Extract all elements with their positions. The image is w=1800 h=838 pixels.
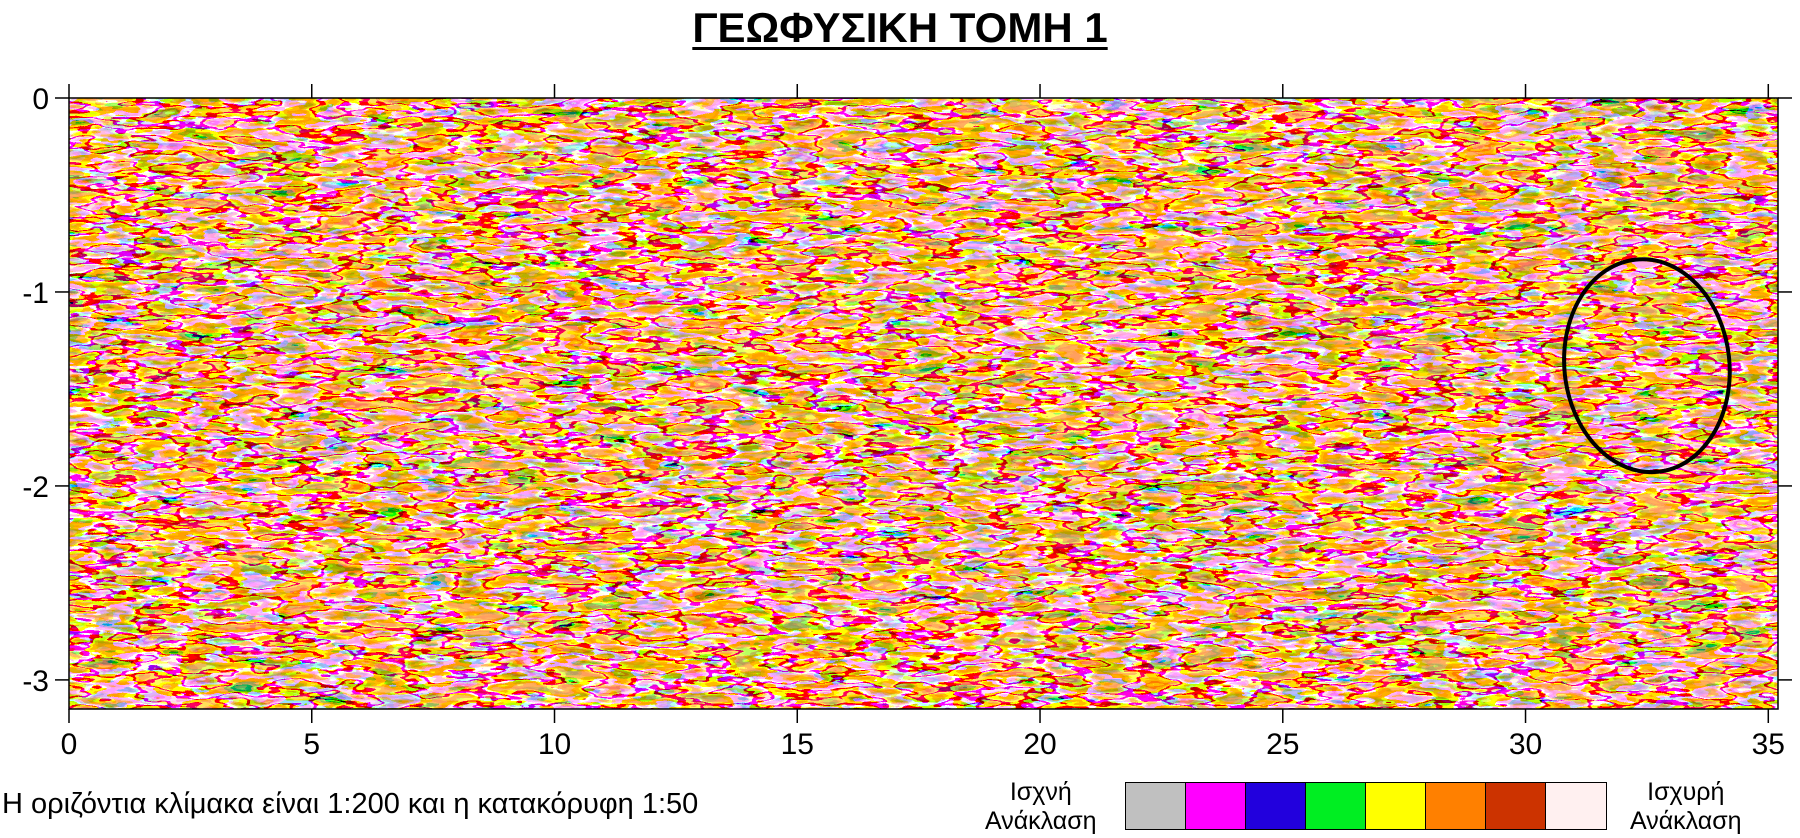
chart-title: ΓΕΩΦΥΣΙΚΗ ΤΟΜΗ 1	[692, 4, 1108, 51]
x-tick-label: 25	[1266, 728, 1299, 761]
legend-low-line1: Ισχνή	[1009, 778, 1072, 806]
x-tick-label: 5	[303, 728, 320, 761]
legend-swatch	[1426, 783, 1486, 829]
x-tick-label: 30	[1509, 728, 1542, 761]
x-tick-label: 15	[781, 728, 814, 761]
legend-high-label: Ισχυρή Ανάκλαση	[1630, 778, 1742, 836]
legend-swatch	[1186, 783, 1246, 829]
x-tick-label: 10	[538, 728, 571, 761]
legend-high-line1: Ισχυρή	[1647, 778, 1725, 806]
heatmap-area	[69, 98, 1778, 709]
color-legend	[1125, 782, 1607, 830]
x-tick-label: 20	[1023, 728, 1056, 761]
y-tick-label: 0	[32, 83, 49, 116]
legend-swatch	[1246, 783, 1306, 829]
x-axis: 0 5 10 15 20 25 30 35	[61, 84, 1785, 761]
scale-note: Η οριζόντια κλίμακα είναι 1:200 και η κα…	[2, 788, 699, 820]
y-tick-label: -3	[22, 665, 49, 698]
annotation-layer	[1562, 257, 1732, 475]
legend-high-line2: Ανάκλαση	[1630, 807, 1742, 835]
y-axis: 0 -1 -2 -3	[22, 83, 1792, 698]
legend-swatch	[1546, 783, 1606, 829]
anomaly-ellipse	[1562, 257, 1732, 475]
legend-swatch	[1486, 783, 1546, 829]
x-tick-label: 35	[1752, 728, 1785, 761]
x-tick-label: 0	[61, 728, 78, 761]
legend-low-line2: Ανάκλαση	[985, 807, 1097, 835]
plot-frame	[68, 97, 1779, 710]
legend-swatch	[1126, 783, 1186, 829]
y-tick-label: -2	[22, 471, 49, 504]
y-tick-label: -1	[22, 277, 49, 310]
legend-swatch	[1366, 783, 1426, 829]
legend-low-label: Ισχνή Ανάκλαση	[985, 778, 1097, 836]
legend-swatch	[1306, 783, 1366, 829]
